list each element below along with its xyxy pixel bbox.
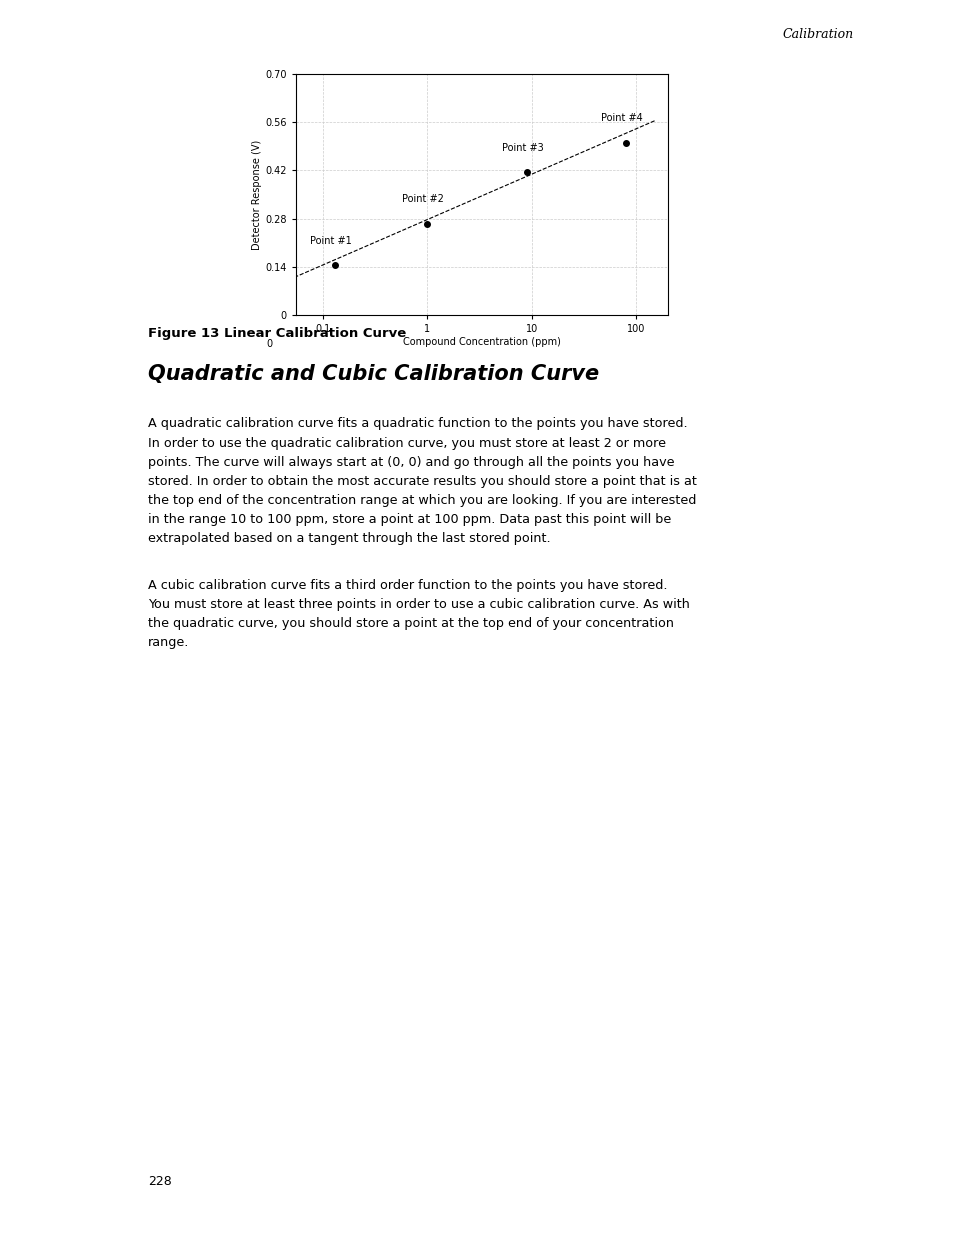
Text: Point #2: Point #2	[402, 194, 444, 204]
Text: You must store at least three points in order to use a cubic calibration curve. : You must store at least three points in …	[148, 598, 689, 611]
Text: stored. In order to obtain the most accurate results you should store a point th: stored. In order to obtain the most accu…	[148, 474, 696, 488]
Text: A cubic calibration curve fits a third order function to the points you have sto: A cubic calibration curve fits a third o…	[148, 579, 667, 592]
X-axis label: Compound Concentration (ppm): Compound Concentration (ppm)	[402, 337, 560, 347]
Y-axis label: Detector Response (V): Detector Response (V)	[253, 140, 262, 249]
Text: the quadratic curve, you should store a point at the top end of your concentrati: the quadratic curve, you should store a …	[148, 618, 673, 630]
Text: 228: 228	[148, 1174, 172, 1188]
Text: Point #3: Point #3	[501, 143, 543, 153]
Text: Quadratic and Cubic Calibration Curve: Quadratic and Cubic Calibration Curve	[148, 364, 598, 384]
Text: extrapolated based on a tangent through the last stored point.: extrapolated based on a tangent through …	[148, 532, 550, 546]
Text: the top end of the concentration range at which you are looking. If you are inte: the top end of the concentration range a…	[148, 494, 696, 508]
Text: A quadratic calibration curve fits a quadratic function to the points you have s: A quadratic calibration curve fits a qua…	[148, 417, 687, 431]
Text: 0: 0	[266, 338, 272, 350]
Text: points. The curve will always start at (0, 0) and go through all the points you : points. The curve will always start at (…	[148, 456, 674, 469]
Text: Figure 13 Linear Calibration Curve: Figure 13 Linear Calibration Curve	[148, 327, 406, 341]
Text: In order to use the quadratic calibration curve, you must store at least 2 or mo: In order to use the quadratic calibratio…	[148, 436, 665, 450]
Text: Point #4: Point #4	[600, 114, 642, 124]
Text: Calibration: Calibration	[781, 28, 853, 42]
Text: in the range 10 to 100 ppm, store a point at 100 ppm. Data past this point will : in the range 10 to 100 ppm, store a poin…	[148, 514, 670, 526]
Text: Point #1: Point #1	[310, 236, 351, 246]
Text: range.: range.	[148, 636, 189, 650]
